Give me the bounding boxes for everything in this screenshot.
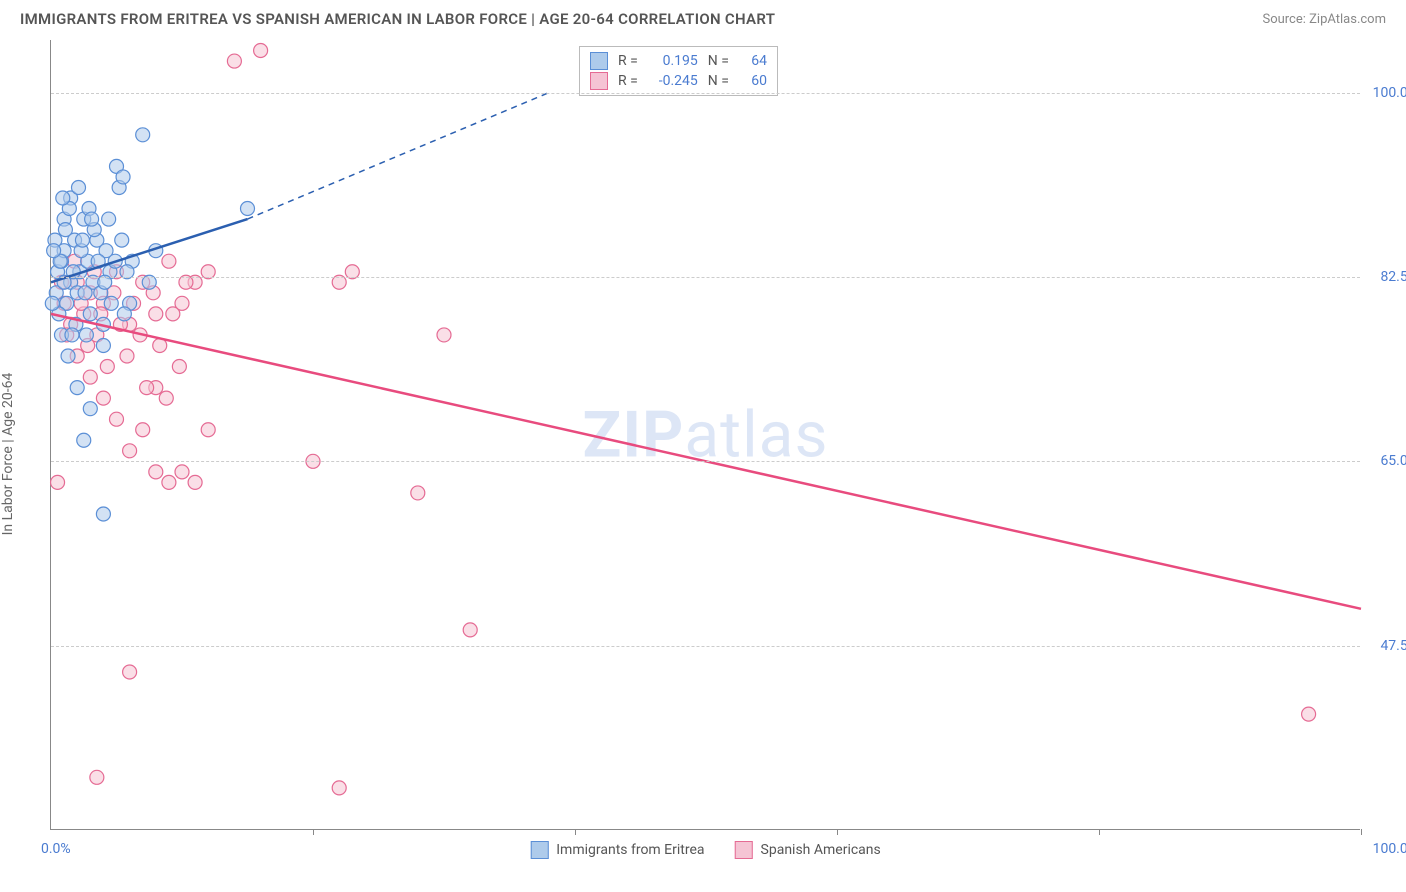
n-value-2: 60 <box>739 73 767 89</box>
data-point <box>51 475 65 489</box>
data-point <box>85 212 99 226</box>
data-point <box>136 128 150 142</box>
legend-item-2: Spanish Americans <box>735 841 881 859</box>
data-point <box>159 391 173 405</box>
data-point <box>47 244 61 258</box>
stats-row-series-1: R = 0.195 N = 64 <box>590 51 767 71</box>
data-point <box>123 444 137 458</box>
gridline <box>51 93 1360 94</box>
data-point <box>78 286 92 300</box>
trend-line <box>248 93 549 219</box>
data-point <box>100 360 114 374</box>
y-tick-label: 82.5% <box>1364 269 1406 285</box>
gridline <box>51 461 1360 462</box>
data-point <box>1302 707 1316 721</box>
data-point <box>241 202 255 216</box>
y-tick-label: 47.5% <box>1364 638 1406 654</box>
data-point <box>75 233 89 247</box>
r-value-1: 0.195 <box>648 53 698 69</box>
data-point <box>188 475 202 489</box>
n-label-2: N = <box>708 73 729 89</box>
data-point <box>437 328 451 342</box>
n-value-1: 64 <box>739 53 767 69</box>
data-point <box>172 360 186 374</box>
x-tick-mark <box>1099 829 1100 835</box>
data-point <box>254 44 268 58</box>
y-tick-label: 100.0% <box>1364 85 1406 101</box>
legend: Immigrants from Eritrea Spanish American… <box>530 841 881 859</box>
data-point <box>227 54 241 68</box>
data-point <box>166 307 180 321</box>
data-point <box>83 370 97 384</box>
data-point <box>72 180 86 194</box>
data-point <box>83 402 97 416</box>
scatter-svg <box>51 40 1360 829</box>
legend-swatch-1 <box>530 841 548 859</box>
data-point <box>117 307 131 321</box>
data-point <box>136 423 150 437</box>
y-axis-label: In Labor Force | Age 20-64 <box>0 373 16 536</box>
data-point <box>56 191 70 205</box>
data-point <box>116 170 130 184</box>
data-point <box>201 423 215 437</box>
legend-label-1: Immigrants from Eritrea <box>556 842 704 858</box>
data-point <box>149 307 163 321</box>
data-point <box>90 770 104 784</box>
data-point <box>140 381 154 395</box>
legend-swatch-2 <box>735 841 753 859</box>
data-point <box>96 507 110 521</box>
x-axis-max-label: 100.0% <box>1373 841 1406 857</box>
data-point <box>104 296 118 310</box>
data-point <box>58 223 72 237</box>
r-label-2: R = <box>618 73 638 89</box>
data-point <box>411 486 425 500</box>
stats-row-series-2: R = -0.245 N = 60 <box>590 71 767 91</box>
chart-plot-area: ZIPatlas R = 0.195 N = 64 R = -0.245 N =… <box>50 40 1360 830</box>
data-point <box>149 465 163 479</box>
x-tick-mark <box>1361 829 1362 835</box>
r-value-2: -0.245 <box>648 73 698 89</box>
gridline <box>51 646 1360 647</box>
x-axis-min-label: 0.0% <box>41 841 71 857</box>
data-point <box>102 212 116 226</box>
correlation-stats-box: R = 0.195 N = 64 R = -0.245 N = 60 <box>579 46 778 96</box>
data-point <box>332 781 346 795</box>
data-point <box>96 338 110 352</box>
data-point <box>96 391 110 405</box>
n-label-1: N = <box>708 53 729 69</box>
data-point <box>79 328 93 342</box>
data-point <box>162 475 176 489</box>
stats-swatch-1 <box>590 52 608 70</box>
x-tick-mark <box>313 829 314 835</box>
data-point <box>70 381 84 395</box>
stats-swatch-2 <box>590 72 608 90</box>
x-tick-mark <box>837 829 838 835</box>
legend-item-1: Immigrants from Eritrea <box>530 841 704 859</box>
data-point <box>45 296 59 310</box>
data-point <box>162 254 176 268</box>
data-point <box>61 349 75 363</box>
data-point <box>120 349 134 363</box>
chart-header: IMMIGRANTS FROM ERITREA VS SPANISH AMERI… <box>0 0 1406 36</box>
data-point <box>123 665 137 679</box>
data-point <box>175 465 189 479</box>
chart-title: IMMIGRANTS FROM ERITREA VS SPANISH AMERI… <box>20 10 775 28</box>
data-point <box>110 412 124 426</box>
source-label: Source: ZipAtlas.com <box>1262 12 1386 27</box>
data-point <box>463 623 477 637</box>
data-point <box>115 233 129 247</box>
y-tick-label: 65.0% <box>1364 453 1406 469</box>
x-tick-mark <box>575 829 576 835</box>
data-point <box>77 433 91 447</box>
legend-label-2: Spanish Americans <box>761 842 881 858</box>
r-label-1: R = <box>618 53 638 69</box>
gridline <box>51 277 1360 278</box>
data-point <box>83 307 97 321</box>
data-point <box>65 328 79 342</box>
